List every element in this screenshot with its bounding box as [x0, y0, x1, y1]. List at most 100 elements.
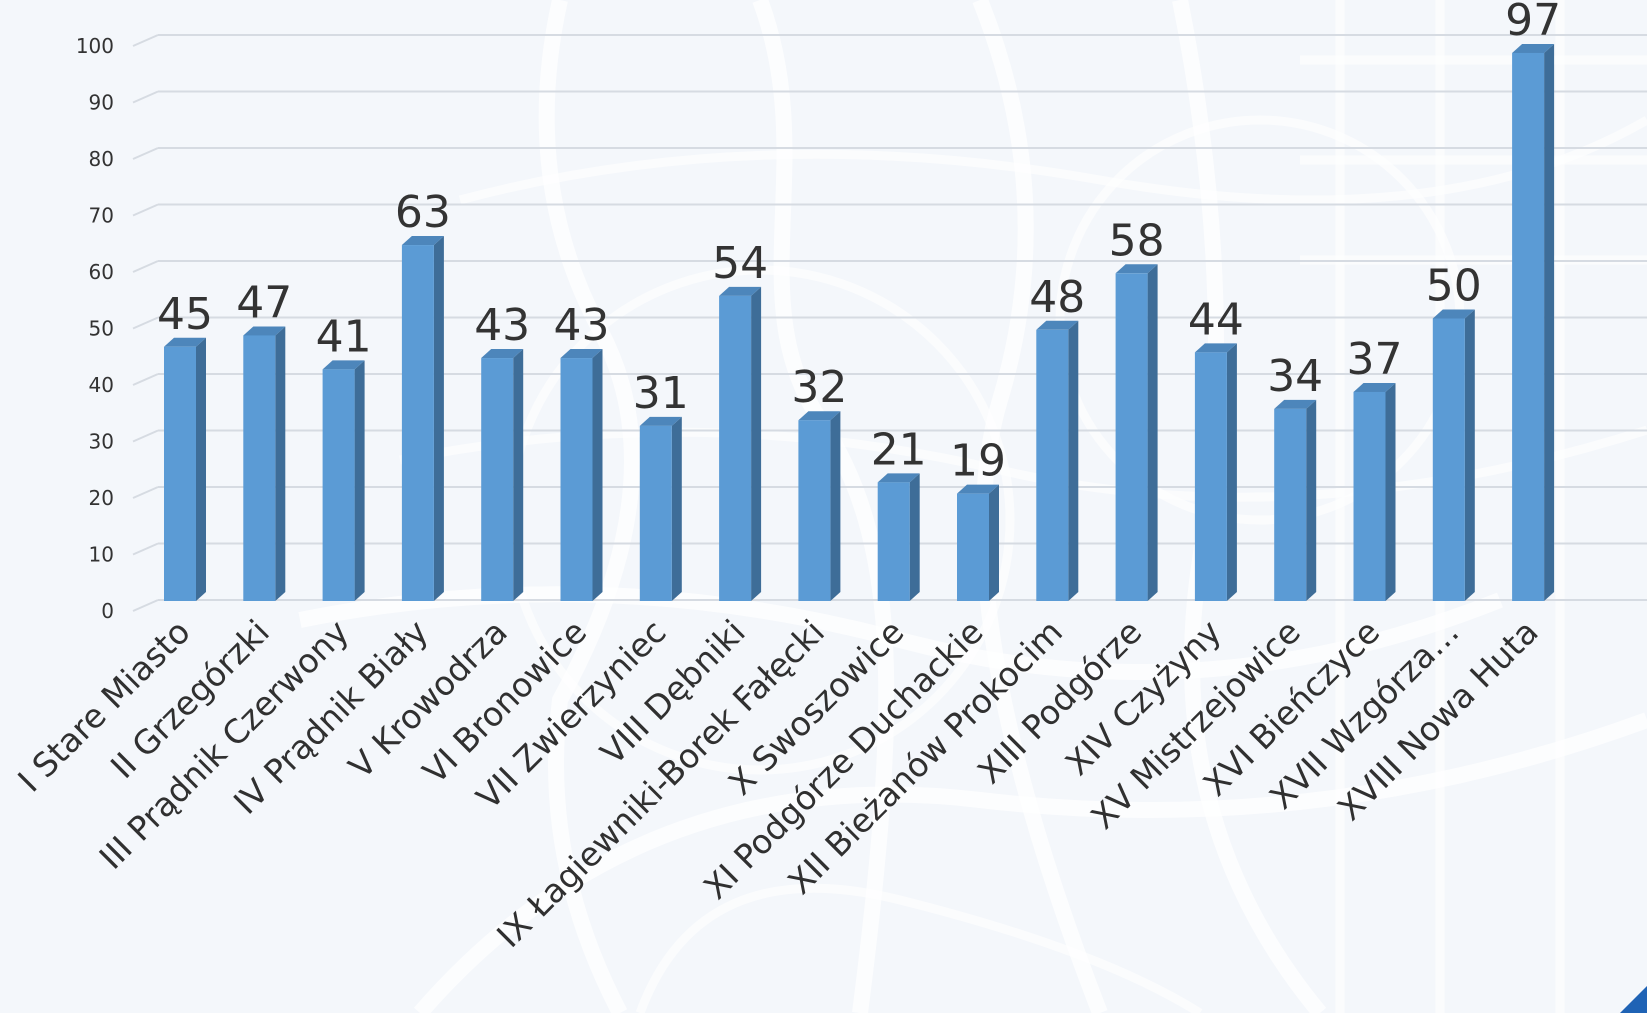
bar-side-7 [751, 286, 762, 601]
bar-top-1 [243, 326, 286, 336]
bar-15 [1353, 382, 1396, 601]
bar-front-12 [1115, 273, 1148, 601]
gridline-skew-9 [132, 90, 159, 104]
gridline-skew-6 [132, 260, 159, 273]
bar-0 [164, 337, 206, 601]
y-tick-label-10: 100 [76, 34, 114, 58]
data-label-13: 44 [1188, 294, 1244, 345]
gridline-skew-0 [132, 599, 159, 612]
bar-front-0 [164, 346, 196, 601]
bar-4 [481, 349, 524, 601]
bar-side-12 [1147, 264, 1158, 601]
bar-front-9 [877, 482, 910, 601]
bar-front-7 [719, 295, 752, 601]
bar-top-8 [798, 411, 841, 421]
bar-14 [1274, 399, 1317, 601]
data-labels: 45 47 41 63 43 43 31 54 32 21 19 48 58 44 34 37 50 97 [157, 0, 1561, 487]
data-label-15: 37 [1347, 334, 1403, 385]
data-label-17: 97 [1505, 0, 1561, 46]
bar-side-13 [1226, 343, 1237, 601]
gridline-skew-10 [132, 34, 159, 47]
bar-6 [639, 416, 682, 601]
bar-front-11 [1036, 329, 1069, 601]
data-label-10: 19 [950, 436, 1006, 487]
bar-front-1 [243, 335, 276, 601]
bar-front-17 [1512, 52, 1545, 601]
y-tick-label-7: 70 [89, 204, 114, 228]
bar-front-8 [798, 420, 831, 601]
bar-top-4 [481, 349, 524, 359]
gridline-skew-4 [132, 373, 159, 386]
gridline-skew-1 [132, 542, 159, 556]
bar-top-9 [877, 473, 920, 483]
data-label-7: 54 [712, 238, 768, 289]
bar-top-15 [1353, 382, 1396, 392]
y-tick-label-1: 10 [89, 543, 114, 567]
bar-top-2 [322, 360, 365, 370]
y-tick-label-4: 40 [89, 373, 114, 397]
data-label-11: 48 [1029, 272, 1085, 323]
bar-front-13 [1194, 352, 1227, 601]
bar-side-15 [1385, 382, 1396, 601]
bars [164, 43, 1555, 602]
bar-side-17 [1544, 43, 1555, 601]
bar-1 [243, 326, 286, 601]
bar-side-5 [592, 349, 603, 601]
gridline-skew-5 [132, 316, 159, 330]
gridline-skew-7 [132, 203, 159, 217]
bar-top-3 [401, 236, 444, 246]
bar-front-4 [481, 358, 514, 601]
y-tick-label-6: 60 [89, 260, 114, 284]
bar-top-10 [957, 484, 999, 494]
bar-side-1 [275, 326, 286, 601]
bar-top-7 [719, 286, 762, 296]
data-label-8: 32 [791, 362, 847, 413]
bar-top-14 [1274, 399, 1317, 409]
data-label-16: 50 [1426, 261, 1482, 312]
y-tick-label-3: 30 [89, 430, 114, 454]
data-label-14: 34 [1267, 351, 1323, 402]
gridline-skew-2 [132, 486, 159, 499]
data-label-2: 41 [316, 311, 372, 362]
bar-front-2 [322, 369, 355, 601]
bar-side-6 [671, 416, 682, 601]
bar-top-12 [1115, 264, 1158, 274]
y-tick-label-8: 80 [89, 147, 114, 171]
y-tick-label-5: 50 [89, 317, 114, 341]
y-tick-label-2: 20 [89, 486, 114, 510]
corner-accent [1620, 986, 1647, 1013]
bar-front-5 [560, 358, 593, 601]
data-label-12: 58 [1109, 215, 1165, 266]
gridline-skew-8 [132, 147, 159, 160]
bar-front-10 [957, 493, 989, 601]
bar-side-16 [1464, 309, 1475, 601]
bar-front-3 [401, 245, 434, 602]
bar-12 [1115, 264, 1158, 601]
bar-8 [798, 411, 841, 601]
bar-side-10 [989, 484, 999, 601]
bar-front-6 [639, 425, 672, 601]
bar-top-6 [639, 416, 682, 426]
bar-side-4 [513, 349, 524, 601]
bar-side-3 [433, 236, 444, 602]
bar-top-11 [1036, 320, 1079, 330]
data-label-5: 43 [554, 300, 610, 351]
bar-9 [877, 473, 920, 601]
bar-side-2 [354, 360, 365, 601]
bar-17 [1512, 43, 1555, 601]
bar-side-14 [1306, 399, 1317, 601]
y-axis: 0 10 20 30 40 50 60 70 80 90 100 [76, 34, 114, 623]
bar-top-16 [1432, 309, 1475, 319]
bar-11 [1036, 320, 1079, 601]
bar-front-14 [1274, 408, 1307, 601]
bar-side-8 [830, 411, 841, 601]
data-label-1: 47 [236, 277, 292, 328]
bar-side-0 [196, 337, 206, 601]
bar-10 [957, 484, 999, 601]
data-label-0: 45 [157, 289, 213, 340]
bar-side-11 [1068, 320, 1079, 601]
data-label-3: 63 [395, 187, 451, 238]
bar-top-17 [1512, 43, 1555, 53]
